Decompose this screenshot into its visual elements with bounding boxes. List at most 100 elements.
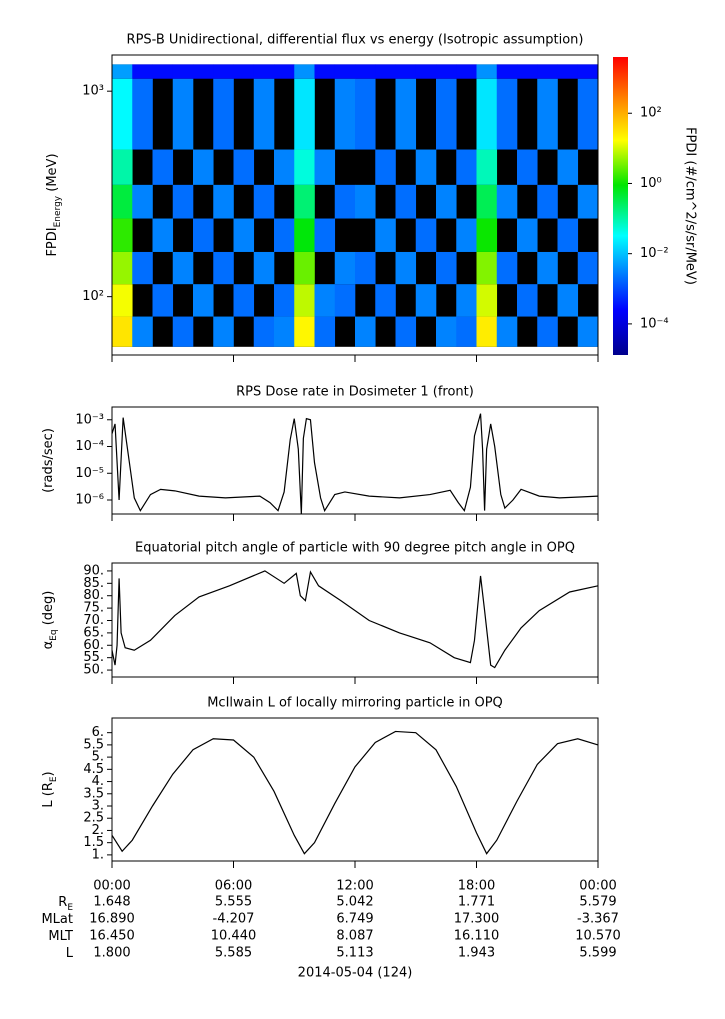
heatmap-cell bbox=[314, 316, 336, 347]
ephemeris-value: 5.579 bbox=[579, 895, 616, 910]
x-tick-label: 18:00 bbox=[458, 879, 495, 894]
y-tick-label: 5. bbox=[92, 750, 104, 765]
heatmap-cell bbox=[152, 218, 174, 252]
ephemeris-label: MLat bbox=[41, 912, 73, 927]
y-tick-label: 1.5 bbox=[83, 835, 104, 850]
colorbar-label: FPDI (#/cm^2/s/sr/MeV) bbox=[683, 127, 698, 285]
heatmap-cell bbox=[172, 184, 194, 219]
ephemeris-value: 1.943 bbox=[458, 946, 495, 961]
y-axis-label: L (RE) bbox=[41, 771, 59, 807]
heatmap-cell bbox=[436, 251, 457, 285]
ephemeris-value: -4.207 bbox=[213, 912, 255, 927]
heatmap-cell bbox=[415, 149, 437, 185]
data-line bbox=[111, 730, 599, 855]
colorbar-tick-label: 10⁰ bbox=[640, 176, 662, 191]
heatmap-cell bbox=[294, 149, 315, 185]
ephemeris-value: 16.450 bbox=[89, 929, 135, 944]
ephemeris-value: 8.087 bbox=[336, 929, 373, 944]
heatmap-cell bbox=[476, 64, 498, 79]
heatmap-cell bbox=[274, 218, 295, 252]
heatmap-cell bbox=[213, 316, 234, 347]
y-label-text: FPDI bbox=[45, 227, 60, 256]
y-axis-label: (rads/sec) bbox=[41, 428, 56, 493]
ephemeris-value: -3.367 bbox=[577, 912, 619, 927]
heatmap-cell bbox=[577, 184, 599, 219]
heatmap-cell bbox=[132, 184, 153, 219]
heatmap-cell bbox=[334, 251, 356, 285]
y-tick-label: 2. bbox=[92, 823, 104, 838]
heatmap-cell bbox=[476, 78, 498, 150]
heatmap-cell bbox=[456, 149, 477, 185]
heatmap-cell bbox=[274, 149, 295, 185]
heatmap-cell bbox=[537, 251, 558, 285]
y-axis-label: FPDIEnergy (MeV) bbox=[45, 153, 63, 256]
heatmap-cell bbox=[436, 184, 457, 219]
ephemeris-label-text: MLT bbox=[48, 929, 73, 944]
heatmap-cell bbox=[213, 251, 234, 285]
heatmap-cell bbox=[314, 284, 336, 317]
ephemeris-label-text: MLat bbox=[41, 912, 73, 927]
panel-title: Equatorial pitch angle of particle with … bbox=[135, 541, 575, 556]
heatmap-cell bbox=[355, 78, 376, 150]
y-axis-label: αEq (deg) bbox=[41, 591, 59, 650]
y-tick-label: 1. bbox=[92, 847, 104, 862]
ephemeris-label: MLT bbox=[48, 929, 73, 944]
y-tick-label: 80. bbox=[83, 588, 104, 603]
heatmap-cell bbox=[456, 64, 477, 79]
y-tick-label: 4. bbox=[92, 774, 104, 789]
heatmap-cell bbox=[112, 64, 133, 79]
heatmap-cell bbox=[112, 316, 133, 347]
heatmap-cell bbox=[415, 218, 437, 252]
heatmap-cell bbox=[314, 64, 336, 79]
heatmap-cell bbox=[253, 78, 275, 150]
heatmap-cell bbox=[334, 184, 356, 219]
y-label-text: α bbox=[41, 641, 56, 650]
ephemeris-value: 17.300 bbox=[454, 912, 500, 927]
heatmap-cell bbox=[112, 184, 133, 219]
heatmap-cell bbox=[213, 78, 234, 150]
heatmap-cell bbox=[476, 184, 498, 219]
y-tick-label: 10² bbox=[82, 289, 104, 304]
ephemeris-value: 5.555 bbox=[215, 895, 252, 910]
heatmap-cell bbox=[577, 78, 599, 150]
heatmap-cell bbox=[517, 284, 538, 317]
y-tick-label: 75. bbox=[83, 601, 104, 616]
heatmap-cell bbox=[274, 64, 295, 79]
heatmap-cell bbox=[314, 149, 336, 185]
heatmap-cell bbox=[193, 149, 214, 185]
ephemeris-label-sub: E bbox=[67, 903, 73, 913]
heatmap-cell bbox=[577, 251, 599, 285]
heatmap-cell bbox=[172, 78, 194, 150]
y-tick-label: 4.5 bbox=[83, 762, 104, 777]
heatmap-cell bbox=[253, 184, 275, 219]
panel-title: RPS-B Unidirectional, differential flux … bbox=[127, 33, 584, 48]
heatmap-cell bbox=[476, 218, 498, 252]
ephemeris-value: 16.110 bbox=[454, 929, 500, 944]
y-tick-label: 6. bbox=[92, 725, 104, 740]
x-tick-label: 00:00 bbox=[579, 879, 616, 894]
colorbar-tick-label: 10⁻² bbox=[640, 246, 669, 261]
heatmap-cell bbox=[193, 284, 214, 317]
heatmap-cell bbox=[132, 316, 153, 347]
y-tick-label: 10⁻³ bbox=[75, 412, 104, 427]
plot-frame bbox=[111, 717, 599, 862]
heatmap-cell bbox=[557, 149, 579, 185]
heatmap-cell bbox=[456, 218, 477, 252]
heatmap-cell bbox=[496, 184, 518, 219]
heatmap-cell bbox=[436, 316, 457, 347]
heatmap-cell bbox=[537, 184, 558, 219]
heatmap-cell bbox=[476, 251, 498, 285]
ephemeris-value: 5.113 bbox=[336, 946, 373, 961]
y-tick-label: 3. bbox=[92, 799, 104, 814]
y-tick-label: 65. bbox=[83, 625, 104, 640]
heatmap-cell bbox=[537, 64, 558, 79]
ephemeris-value: 10.570 bbox=[575, 929, 621, 944]
heatmap-cell bbox=[395, 184, 417, 219]
heatmap-cell bbox=[112, 149, 133, 185]
heatmap-cell bbox=[355, 64, 376, 79]
x-tick-label: 12:00 bbox=[336, 879, 373, 894]
heatmap-cell bbox=[152, 64, 174, 79]
heatmap-cell bbox=[152, 284, 174, 317]
ephemeris-value: 5.042 bbox=[336, 895, 373, 910]
